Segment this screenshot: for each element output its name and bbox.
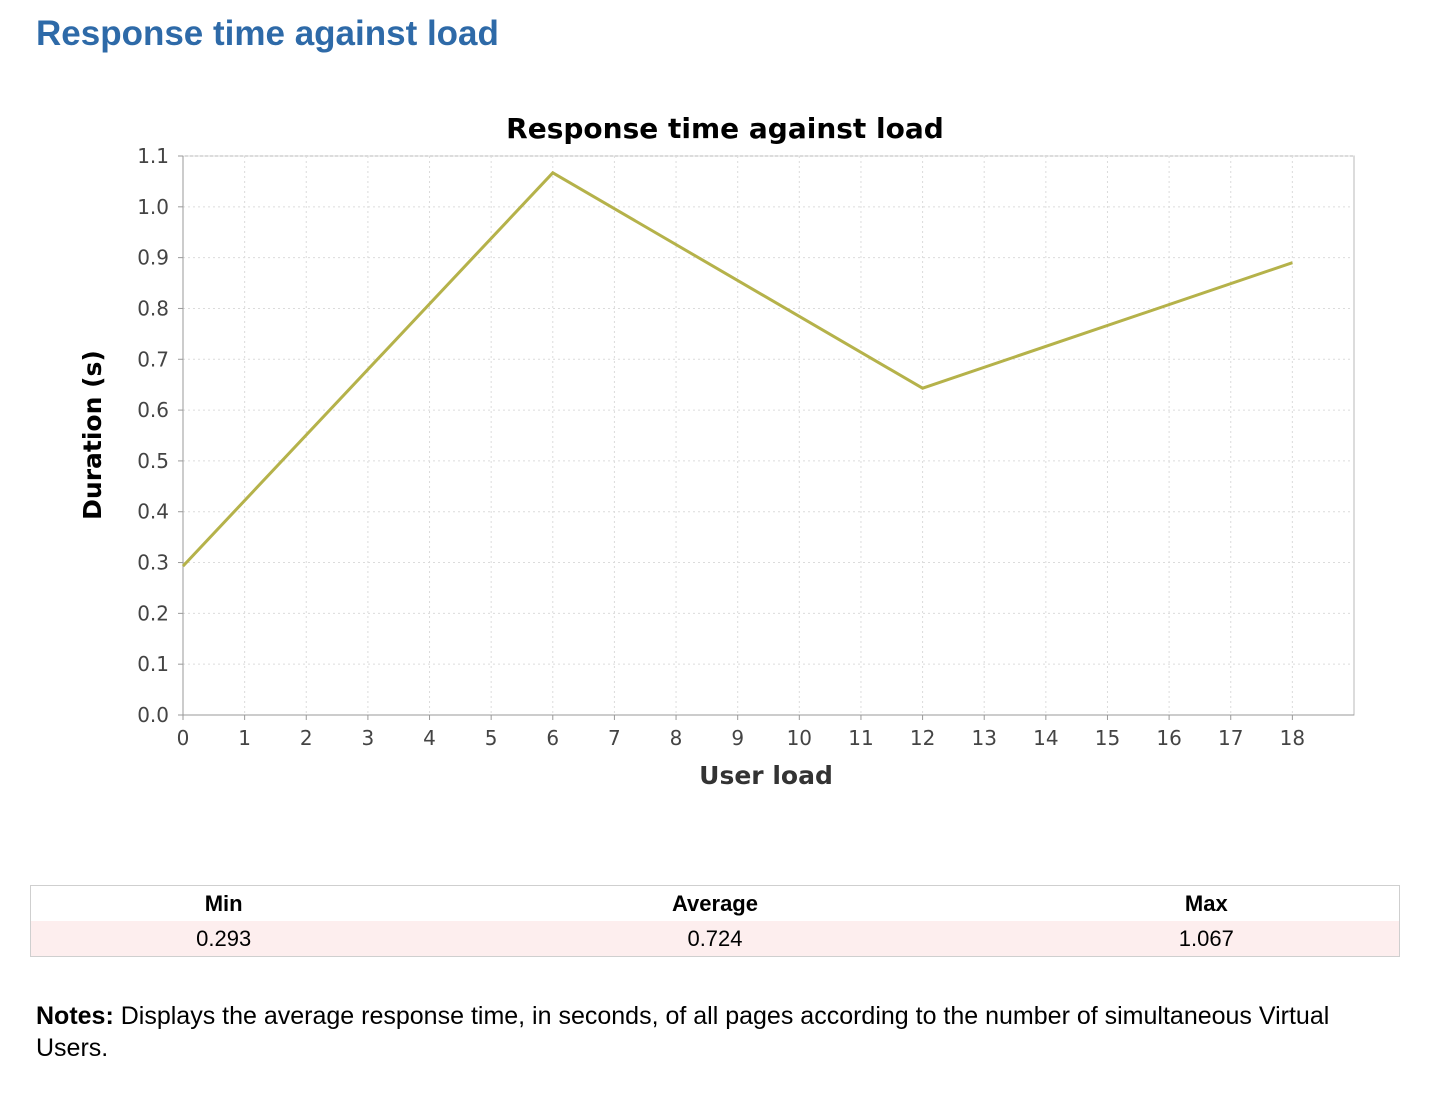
x-tick-label: 7 <box>608 726 621 750</box>
x-tick-label: 9 <box>731 726 744 750</box>
y-tick-label: 0.4 <box>137 500 169 524</box>
x-tick-label: 14 <box>1033 726 1058 750</box>
x-tick-label: 6 <box>546 726 559 750</box>
x-tick-label: 8 <box>670 726 683 750</box>
x-tick-label: 15 <box>1095 726 1120 750</box>
x-tick-label: 0 <box>177 726 190 750</box>
series-group <box>181 170 1293 568</box>
x-axis: 0 1 2 3 4 5 6 7 8 9 10 11 12 13 14 15 16 17 18 <box>177 714 1354 750</box>
response-time-chart: Response time against load 0.00.10.20.30… <box>78 112 1355 790</box>
y-tick-label: 0.0 <box>137 703 169 727</box>
stats-value-row: 0.293 0.724 1.067 <box>30 921 1400 957</box>
y-tick-label: 0.2 <box>137 601 169 625</box>
notes-label: Notes: <box>36 1002 114 1030</box>
stats-value-min: 0.293 <box>30 921 417 957</box>
x-tick-label: 12 <box>910 726 935 750</box>
chart-title: Response time against load <box>506 112 944 145</box>
y-tick-label: 0.5 <box>137 449 169 473</box>
y-tick-label: 0.6 <box>137 398 169 422</box>
y-tick-label: 0.7 <box>137 347 169 371</box>
stats-header-min: Min <box>204 890 243 916</box>
x-tick-label: 3 <box>362 726 375 750</box>
x-tick-label: 5 <box>485 726 498 750</box>
stats-header-max: Max <box>1184 890 1228 916</box>
x-tick-label: 4 <box>423 726 436 750</box>
y-tick-label: 1.1 <box>137 144 169 168</box>
page-title: Response time against load <box>36 14 499 53</box>
stats-value-average: 0.724 <box>416 921 1014 957</box>
x-tick-label: 2 <box>300 726 313 750</box>
y-axis-label: Duration (s) <box>78 350 107 520</box>
notes: Notes: Displays the average response tim… <box>36 1000 1396 1064</box>
y-tick-label: 0.9 <box>137 246 169 270</box>
y-tick-label: 0.3 <box>137 551 169 575</box>
plot-area <box>182 155 1355 716</box>
stats-value-max: 1.067 <box>1013 921 1400 957</box>
x-tick-label: 16 <box>1156 726 1181 750</box>
x-axis-label: User load <box>699 761 833 790</box>
x-tick-label: 10 <box>787 726 812 750</box>
series-line-1 <box>181 170 1293 568</box>
x-tick-label: 13 <box>971 726 996 750</box>
x-tick-label: 18 <box>1280 726 1305 750</box>
y-tick-label: 0.1 <box>137 652 169 676</box>
stats-header-row: Min Average Max <box>31 886 1400 922</box>
stats-table: Min Average Max 0.293 0.724 1.067 <box>30 885 1400 957</box>
grid-lines <box>183 155 1354 715</box>
y-tick-label: 1.0 <box>137 195 169 219</box>
y-axis: 0.0 0.1 0.2 0.3 0.4 0.5 0.6 0.7 0.8 0.9 1.0 1.1 <box>137 144 184 727</box>
stats-header-average: Average <box>671 890 758 916</box>
y-tick-label: 0.8 <box>137 296 169 320</box>
x-tick-label: 17 <box>1218 726 1243 750</box>
notes-text: Displays the average response time, in s… <box>36 1002 1330 1062</box>
x-tick-label: 1 <box>238 726 251 750</box>
x-tick-label: 11 <box>848 726 873 750</box>
